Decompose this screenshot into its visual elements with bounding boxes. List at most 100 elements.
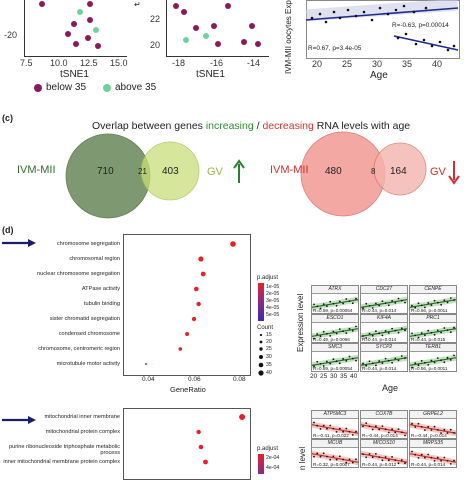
arrow-down-icon bbox=[448, 161, 460, 185]
gene-name: KIF4A bbox=[361, 315, 407, 323]
dotplot-term-label: ATPase activity bbox=[81, 285, 120, 292]
gene-stat: R=0.56, p=0.0011 bbox=[411, 308, 448, 313]
dotplot-term-label: chromosomal region bbox=[69, 255, 120, 262]
tsne-left-xtick: 15.0 bbox=[110, 58, 128, 68]
tsne-point bbox=[211, 23, 217, 29]
tsne-mid-yaxis-glyph: ↵ bbox=[134, 0, 141, 9]
dotplot-1-xtick: 0.04 bbox=[142, 376, 155, 383]
panel-label-d: (d) bbox=[2, 225, 14, 235]
venn-dec-both: 8 bbox=[371, 167, 376, 176]
dotplot-point bbox=[185, 332, 190, 336]
dotplot-term-label: mitochondrial protein complex bbox=[45, 428, 120, 435]
gene-panels-ylabel: Expression level bbox=[296, 293, 305, 352]
dotplot-point bbox=[203, 459, 208, 465]
tsne-point bbox=[95, 43, 101, 49]
venn-inc-only-b: 403 bbox=[162, 166, 179, 177]
regression-plot bbox=[305, 0, 459, 52]
gene-scatter bbox=[360, 325, 408, 340]
panel-c-title: Overlap between genes increasing / decre… bbox=[92, 120, 410, 132]
legend-padjust-title: p.adjust bbox=[257, 275, 279, 281]
gene-stat: R=0.44, p=0.012 bbox=[362, 462, 397, 467]
legend-label-above35: above 35 bbox=[115, 82, 157, 93]
gene-scatter bbox=[409, 325, 457, 340]
tsne-left-xtick: 10.0 bbox=[50, 58, 68, 68]
dotplot-point bbox=[196, 429, 201, 435]
gene-stat: R=0.32, p=0.0007 bbox=[313, 462, 350, 467]
gene-scatter bbox=[311, 421, 359, 437]
gene-name: SMC3 bbox=[312, 344, 358, 352]
gene-name: CENPE bbox=[410, 286, 456, 294]
dotplot-point bbox=[198, 444, 204, 450]
count-size-legend bbox=[258, 333, 264, 376]
tsne-point bbox=[241, 39, 247, 45]
venn-dec-set-b-label: GV bbox=[430, 166, 446, 178]
title-sep: / bbox=[253, 120, 263, 132]
regression-stat-upper: R=-0.63, p=0.00014 bbox=[392, 22, 449, 29]
tsne-point bbox=[203, 33, 209, 39]
venn-inc-set-a-label: IVM-MII bbox=[17, 164, 56, 176]
tsne-left-frame bbox=[24, 0, 127, 57]
count-tick: 25 bbox=[266, 346, 272, 352]
regression-stat-lower: R=0.67, p=3.4e-05 bbox=[308, 45, 362, 52]
regression-xtick: 35 bbox=[402, 59, 413, 69]
gene-xtick: 40 bbox=[350, 373, 358, 380]
regression-points bbox=[310, 4, 456, 52]
gene-stat: R=0.44, p=0.014 bbox=[362, 308, 397, 313]
dotplot-term-label: mitochondrial inner membrane bbox=[44, 413, 120, 420]
tsne-point bbox=[181, 9, 187, 15]
gene-name: GRPEL2 bbox=[410, 411, 456, 419]
dotplot-term-label: chromosome segregation bbox=[56, 240, 120, 247]
dotplot-1-xtick: 0.08 bbox=[233, 376, 246, 383]
title-increasing: increasing bbox=[205, 120, 254, 132]
count-tick: 15 bbox=[266, 332, 272, 338]
gene-panel: ATRX R=0.59, p=0.00054 bbox=[311, 285, 359, 314]
padjust-tick: 3e-05 bbox=[266, 298, 280, 304]
title-suffix: RNA levels with age bbox=[313, 120, 411, 132]
dotplot-point bbox=[191, 316, 197, 322]
dotplot-point bbox=[239, 414, 246, 420]
tsne-mid-xtick: -14 bbox=[247, 58, 261, 68]
gene-panel: GRPEL2 R=-0.44, p=0.014 bbox=[409, 410, 457, 439]
tsne-point bbox=[225, 3, 231, 9]
gene-name: ATP5MC3 bbox=[312, 411, 358, 419]
tsne-point bbox=[87, 17, 93, 23]
tsne-mid-xtick: -18 bbox=[172, 58, 186, 68]
gene-panel: CENPE R=0.56, p=0.0011 bbox=[409, 285, 457, 314]
tsne-point bbox=[183, 37, 189, 43]
gene-stat: R=0.59, p=0.00054 bbox=[313, 308, 353, 313]
tsne-point bbox=[215, 41, 221, 47]
regression-xlabel: Age bbox=[370, 70, 388, 81]
gene-scatter bbox=[360, 450, 408, 466]
panel-label-c: (c) bbox=[2, 113, 13, 123]
padjust-colorbar-2 bbox=[258, 454, 264, 474]
legend-padjust-title-2: p.adjust bbox=[257, 446, 279, 452]
gene-xlabel: Age bbox=[382, 383, 399, 393]
count-tick: 20 bbox=[266, 339, 272, 345]
gene-scatter bbox=[311, 325, 359, 340]
dotplot-point bbox=[178, 347, 183, 351]
legend-label-below35: below 35 bbox=[46, 82, 87, 93]
dotplot-point bbox=[200, 271, 206, 277]
gene-scatter bbox=[360, 421, 408, 437]
padjust-tick-2: 2e-04 bbox=[266, 455, 280, 461]
title-prefix: Overlap between genes bbox=[92, 120, 206, 132]
venn-decreasing bbox=[300, 131, 427, 217]
gene-scatter bbox=[311, 450, 359, 466]
gene-name: MCUB bbox=[312, 440, 358, 448]
dotplot-term-label: sister chromatid segregation bbox=[49, 315, 120, 322]
padjust-tick: 1e-05 bbox=[266, 284, 280, 290]
padjust-tick: 2e-05 bbox=[266, 291, 280, 297]
gene-panel: TERB1 R=0.56, p=0.0011 bbox=[409, 343, 457, 372]
regression-xtick: 30 bbox=[372, 59, 383, 69]
padjust-colorbar bbox=[258, 283, 264, 321]
dotplot-term-label: tubulin binding bbox=[83, 300, 120, 307]
tsne-point bbox=[255, 41, 261, 47]
tsne-mid-ytick: 20 bbox=[150, 40, 161, 50]
gene-panel: MCUB R=0.32, p=0.0007 bbox=[311, 439, 359, 468]
gene-scatter bbox=[409, 354, 457, 369]
dotplot-point bbox=[194, 286, 199, 292]
gene-stat: R=0.44, p=0.014 bbox=[362, 337, 397, 342]
tsne-point bbox=[193, 25, 199, 31]
gene-name: COX7B bbox=[361, 411, 407, 419]
regression-band-upper bbox=[305, 0, 459, 22]
